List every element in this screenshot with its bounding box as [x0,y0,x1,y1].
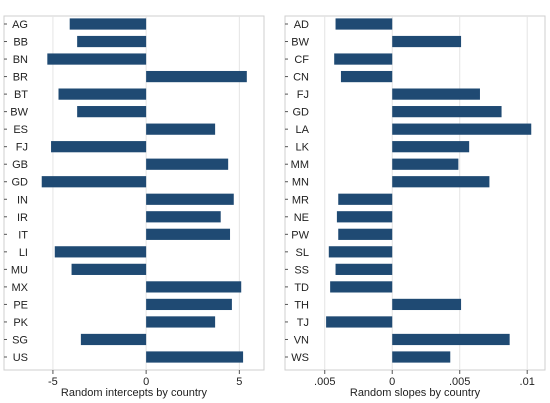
y-tick-label: AD [294,19,309,31]
bar-it [146,228,231,240]
panel-random-intercepts: AG BB BN BR BT BW ES FJ GB GD IN IR IT LI MU MX PE PK SG US… [3,15,265,399]
bar-in [146,193,234,205]
bar-td [330,281,393,293]
y-tick-label: BW [291,37,309,49]
y-tick-label: AG [12,19,28,31]
bar-bt [58,88,147,100]
plot-frame [3,15,265,371]
bar-cn [340,70,393,83]
bar-gd [392,106,502,118]
bar-ne [336,211,393,223]
y-tick-label: LI [19,247,28,259]
y-tick-label: FJ [297,89,309,101]
y-tick-label: MN [292,177,309,189]
y-tick-label: SL [296,247,309,259]
bar-lk [392,141,470,153]
bar-ad [335,18,393,30]
y-tick-label: MX [12,282,29,294]
y-tick-label: IR [17,212,28,224]
bar-bb [77,35,147,48]
bar-pk [146,316,216,328]
y-tick-label: SS [294,264,309,276]
bar-bn [47,53,147,65]
bar-ws [392,351,451,363]
y-tick-label: ES [13,124,28,136]
bar-br [146,70,247,83]
y-tick-label: BT [14,89,28,101]
bar-es [146,123,216,135]
y-tick-label: WS [291,352,309,364]
x-axis-title: Random slopes by country [350,387,481,399]
bar-pe [146,298,232,311]
bar-mx [146,281,242,293]
bar-li [54,246,147,258]
bar-us [146,351,244,363]
y-tick-label: GB [12,159,28,171]
y-tick-label: PW [291,229,309,241]
y-tick-label: IT [18,229,28,241]
y-tick-label: TJ [297,317,309,329]
y-tick-label: TH [294,299,309,311]
x-tick-label: -5 [48,376,58,388]
bar-gd [41,176,147,188]
y-tick-label: FJ [16,142,28,154]
bar-ss [335,263,393,275]
y-tick-label: NE [294,212,309,224]
y-tick-label: VN [294,334,309,346]
y-tick-label: MR [292,194,309,206]
bar-pw [338,228,393,240]
y-tick-label: CN [293,72,309,84]
panel-random-slopes: AD BW CF CN FJ GD LA LK MM MN MR NE PW SL SS TD TH TJ VN WS… [284,15,546,399]
bar-mu [71,263,147,275]
bar-ir [146,211,221,223]
bar-th [392,298,462,311]
bar-gb [146,158,229,170]
y-tick-label: LA [296,124,310,136]
y-tick-label: GD [12,177,29,189]
y-tick-label: PK [13,317,28,329]
bar-mr [338,193,393,205]
y-tick-label: LK [296,142,310,154]
bar-fj [51,141,147,153]
y-tick-label: CF [294,54,309,66]
bar-sg [80,333,147,346]
y-tick-label: MU [11,264,28,276]
x-tick-label: 5 [236,376,242,388]
bar-bw [77,106,147,118]
y-tick-label: US [13,352,28,364]
plot-frame [284,15,546,371]
y-tick-label: BN [13,54,28,66]
y-tick-label: IN [17,194,28,206]
bar-tj [326,316,393,328]
y-tick-label: PE [13,299,28,311]
bar-cf [334,53,393,65]
x-tick-label: 0 [143,376,149,388]
bar-fj [392,88,480,100]
x-axis-title: Random intercepts by country [61,387,208,399]
bar-vn [392,333,510,346]
y-tick-label: SG [12,334,28,346]
bar-mm [392,158,459,170]
bar-ag [69,18,147,30]
bar-la [392,123,532,135]
y-tick-label: BB [13,37,28,49]
y-tick-label: GD [293,107,310,119]
x-tick-label: .01 [520,376,535,388]
y-tick-label: MM [291,159,309,171]
x-tick-label: .005 [314,376,335,388]
bar-mn [392,176,490,188]
x-tick-label: 0 [389,376,395,388]
bar-bw [392,35,462,48]
x-tick-label: .005 [449,376,470,388]
y-tick-label: BW [10,107,28,119]
bar-sl [328,246,393,258]
y-tick-label: TD [294,282,309,294]
y-tick-label: BR [13,72,28,84]
